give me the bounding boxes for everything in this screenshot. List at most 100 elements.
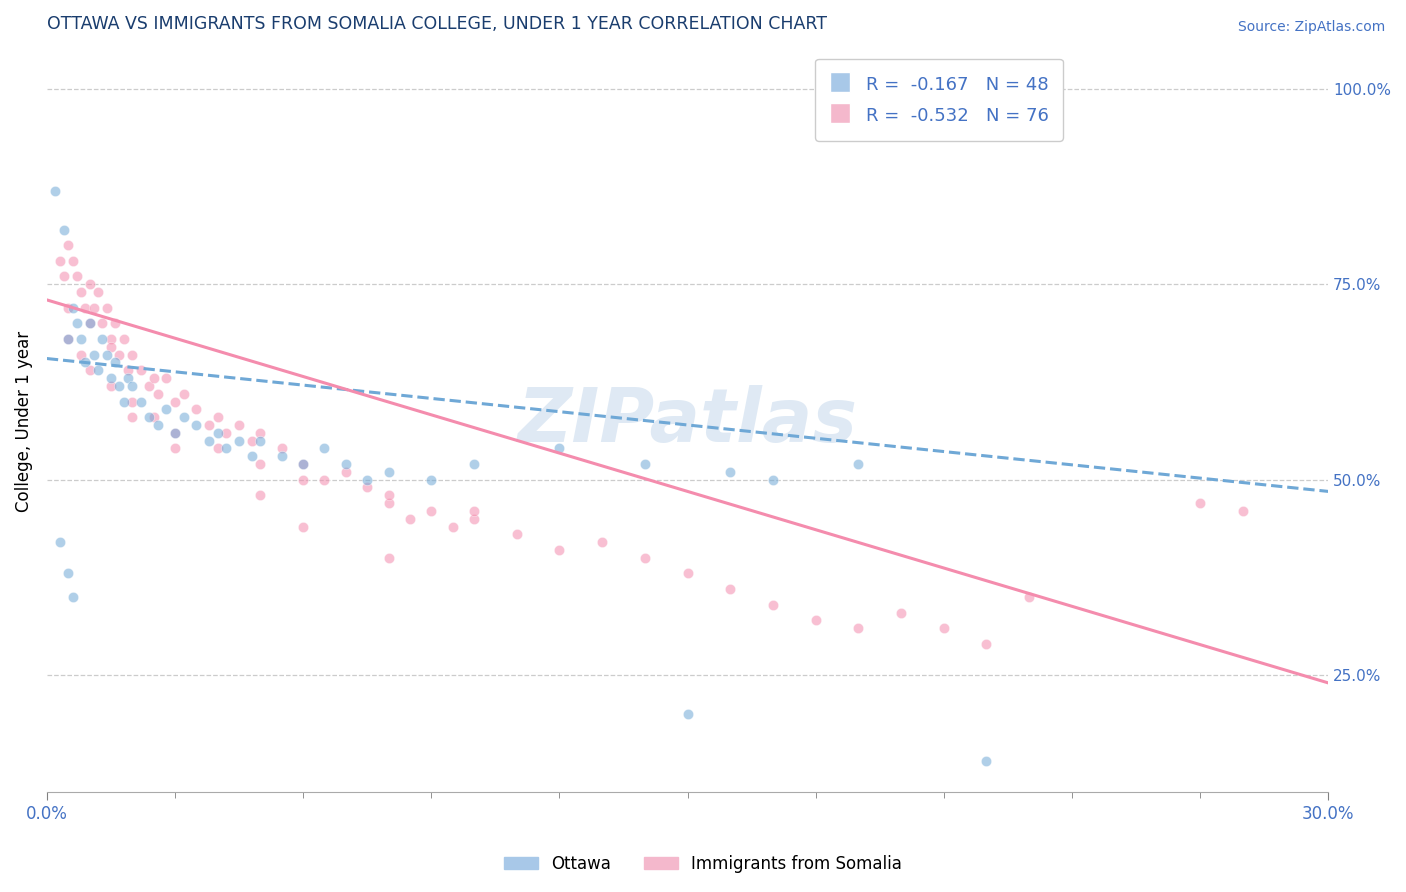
Point — [44, 184, 66, 198]
Point — [146, 386, 169, 401]
Point — [976, 754, 998, 768]
Point — [399, 512, 422, 526]
Point — [228, 434, 250, 448]
Point — [129, 363, 152, 377]
Point — [441, 519, 464, 533]
Point — [87, 363, 110, 377]
Point — [75, 355, 97, 369]
Point — [762, 473, 785, 487]
Point — [207, 442, 229, 456]
Point — [142, 371, 165, 385]
Point — [52, 222, 75, 236]
Point — [228, 417, 250, 432]
Point — [70, 332, 93, 346]
Point — [335, 457, 357, 471]
Point — [58, 332, 80, 346]
Point — [292, 457, 315, 471]
Point — [87, 285, 110, 299]
Point — [1232, 504, 1254, 518]
Point — [66, 269, 89, 284]
Point — [62, 253, 84, 268]
Point — [249, 457, 271, 471]
Point — [249, 425, 271, 440]
Point — [104, 317, 127, 331]
Point — [52, 269, 75, 284]
Point — [96, 348, 118, 362]
Point — [377, 465, 399, 479]
Point — [463, 504, 485, 518]
Point — [100, 379, 122, 393]
Text: OTTAWA VS IMMIGRANTS FROM SOMALIA COLLEGE, UNDER 1 YEAR CORRELATION CHART: OTTAWA VS IMMIGRANTS FROM SOMALIA COLLEG… — [46, 15, 827, 33]
Point — [142, 410, 165, 425]
Point — [314, 473, 336, 487]
Point — [91, 332, 114, 346]
Point — [117, 363, 139, 377]
Point — [634, 550, 657, 565]
Point — [70, 348, 93, 362]
Point — [66, 317, 89, 331]
Point — [548, 543, 571, 558]
Point — [976, 637, 998, 651]
Point — [314, 442, 336, 456]
Point — [155, 402, 177, 417]
Point — [121, 379, 143, 393]
Point — [377, 488, 399, 502]
Point — [591, 535, 613, 549]
Point — [762, 598, 785, 612]
Point — [215, 442, 238, 456]
Point — [100, 340, 122, 354]
Point — [163, 394, 186, 409]
Point — [58, 332, 80, 346]
Point — [121, 348, 143, 362]
Point — [79, 277, 101, 292]
Point — [890, 606, 912, 620]
Legend: R =  -0.167   N = 48, R =  -0.532   N = 76: R = -0.167 N = 48, R = -0.532 N = 76 — [815, 59, 1063, 141]
Point — [240, 449, 263, 463]
Point — [91, 317, 114, 331]
Point — [100, 332, 122, 346]
Point — [112, 394, 135, 409]
Point — [634, 457, 657, 471]
Point — [138, 410, 160, 425]
Point — [79, 317, 101, 331]
Point — [48, 535, 70, 549]
Point — [163, 425, 186, 440]
Point — [505, 527, 527, 541]
Point — [163, 442, 186, 456]
Point — [718, 582, 741, 596]
Point — [548, 442, 571, 456]
Point — [463, 512, 485, 526]
Point — [112, 332, 135, 346]
Point — [846, 621, 869, 635]
Point — [292, 473, 315, 487]
Point — [129, 394, 152, 409]
Point — [198, 434, 221, 448]
Point — [104, 355, 127, 369]
Point — [207, 425, 229, 440]
Point — [58, 566, 80, 581]
Point — [108, 348, 131, 362]
Point — [377, 550, 399, 565]
Point — [463, 457, 485, 471]
Point — [62, 301, 84, 315]
Point — [100, 371, 122, 385]
Point — [356, 481, 378, 495]
Point — [1018, 590, 1040, 604]
Point — [420, 504, 443, 518]
Point — [83, 348, 105, 362]
Point — [79, 317, 101, 331]
Point — [70, 285, 93, 299]
Point — [249, 434, 271, 448]
Point — [270, 442, 292, 456]
Point — [292, 519, 315, 533]
Point — [676, 707, 699, 722]
Point — [121, 410, 143, 425]
Legend: Ottawa, Immigrants from Somalia: Ottawa, Immigrants from Somalia — [498, 848, 908, 880]
Point — [207, 410, 229, 425]
Point — [249, 488, 271, 502]
Point — [155, 371, 177, 385]
Point — [58, 301, 80, 315]
Point — [117, 371, 139, 385]
Point — [58, 238, 80, 252]
Point — [79, 363, 101, 377]
